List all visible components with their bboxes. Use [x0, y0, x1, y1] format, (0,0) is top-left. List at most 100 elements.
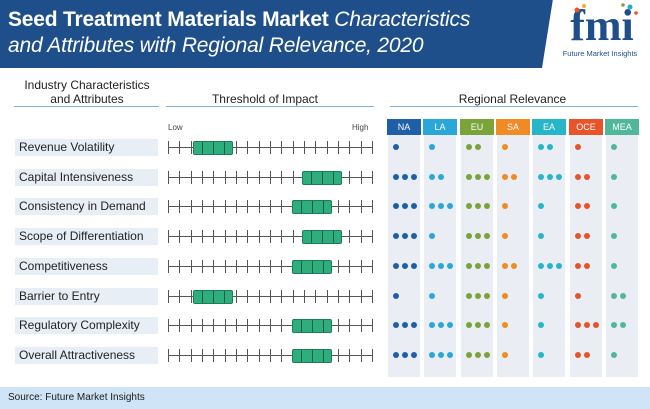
relevance-dot: [393, 352, 399, 358]
relevance-dot: [447, 352, 453, 358]
scale-tick: [361, 319, 362, 332]
scale-tick: [179, 200, 180, 213]
row-label-band: [15, 288, 158, 305]
scale-tick: [179, 290, 180, 303]
scale-tick: [281, 200, 282, 213]
scale-tick: [191, 230, 192, 243]
scale-tick: [179, 319, 180, 332]
impact-scale: [168, 260, 373, 274]
relevance-dot: [438, 352, 444, 358]
relevance-dot: [475, 322, 481, 328]
logo-text: Future Market Insights: [562, 49, 638, 58]
relevance-dot: [411, 352, 417, 358]
relevance-dot: [538, 233, 544, 239]
scale-tick: [236, 319, 237, 332]
relevance-dot: [438, 203, 444, 209]
scale-low-label: Low: [168, 123, 183, 132]
scale-tick: [372, 171, 373, 184]
relevance-dot: [411, 263, 417, 269]
relevance-dot: [538, 293, 544, 299]
col-regional: Regional Relevance: [458, 92, 567, 106]
relevance-dot: [611, 174, 617, 180]
relevance-dot: [484, 322, 490, 328]
scale-tick: [225, 200, 226, 213]
relevance-dot: [611, 322, 617, 328]
impact-marker: [193, 141, 233, 155]
scale-tick: [168, 319, 169, 332]
scale-tick: [349, 290, 350, 303]
scale-tick: [202, 319, 203, 332]
relevance-dot: [511, 263, 517, 269]
relevance-dot: [393, 144, 399, 150]
relevance-dot: [538, 352, 544, 358]
relevance-dot: [575, 263, 581, 269]
scale-tick: [281, 230, 282, 243]
scale-tick: [225, 171, 226, 184]
relevance-dot: [411, 233, 417, 239]
scale-tick: [247, 260, 248, 273]
relevance-dot: [575, 322, 581, 328]
scale-tick: [213, 200, 214, 213]
scale-tick: [270, 349, 271, 362]
row-label-band: [15, 258, 158, 275]
relevance-dot: [547, 174, 553, 180]
relevance-dot: [502, 263, 508, 269]
scale-tick: [191, 319, 192, 332]
relevance-dot: [556, 174, 562, 180]
relevance-dot: [438, 322, 444, 328]
relevance-dot: [584, 233, 590, 239]
scale-tick: [168, 349, 169, 362]
impact-marker: [292, 349, 332, 363]
relevance-dot: [411, 322, 417, 328]
relevance-dot: [466, 322, 472, 328]
scale-tick: [191, 290, 192, 303]
relevance-dot: [620, 293, 626, 299]
relevance-dot: [411, 174, 417, 180]
relevance-dot: [611, 203, 617, 209]
scale-tick: [236, 200, 237, 213]
relevance-dot: [484, 203, 490, 209]
impact-scale: [168, 230, 373, 244]
scale-tick: [225, 260, 226, 273]
scale-tick: [304, 290, 305, 303]
scale-tick: [349, 319, 350, 332]
region-column-ea: [533, 119, 565, 377]
scale-tick: [168, 260, 169, 273]
scale-tick: [191, 171, 192, 184]
relevance-dot: [502, 233, 508, 239]
scale-tick: [247, 230, 248, 243]
relevance-dot: [429, 322, 435, 328]
scale-tick: [281, 290, 282, 303]
relevance-dot: [484, 293, 490, 299]
scale-tick: [281, 260, 282, 273]
title-line-1: Seed Treatment Materials Market Characte…: [8, 8, 470, 32]
relevance-dot: [538, 322, 544, 328]
relevance-dot: [429, 203, 435, 209]
region-header-sa: SA: [496, 119, 530, 135]
scale-tick: [259, 171, 260, 184]
relevance-dot: [429, 263, 435, 269]
relevance-dot: [502, 174, 508, 180]
relevance-dot: [538, 174, 544, 180]
scale-tick: [191, 349, 192, 362]
scale-tick: [236, 171, 237, 184]
relevance-dot: [475, 144, 481, 150]
scale-tick: [213, 319, 214, 332]
scale-tick: [270, 230, 271, 243]
region-header-la: LA: [423, 119, 457, 135]
relevance-dot: [502, 203, 508, 209]
scale-tick: [281, 171, 282, 184]
relevance-dot: [402, 174, 408, 180]
scale-tick: [338, 260, 339, 273]
relevance-dot: [502, 322, 508, 328]
scale-tick: [247, 141, 248, 154]
region-column-mea: [606, 119, 638, 377]
region-header-eu: EU: [460, 119, 494, 135]
relevance-dot: [393, 233, 399, 239]
relevance-dot: [466, 263, 472, 269]
logo: fmi Future Market Insights: [542, 0, 650, 68]
col-regional-underline: [390, 106, 638, 107]
relevance-dot: [447, 203, 453, 209]
title-banner: Seed Treatment Materials Market Characte…: [0, 0, 650, 68]
relevance-dot: [575, 174, 581, 180]
